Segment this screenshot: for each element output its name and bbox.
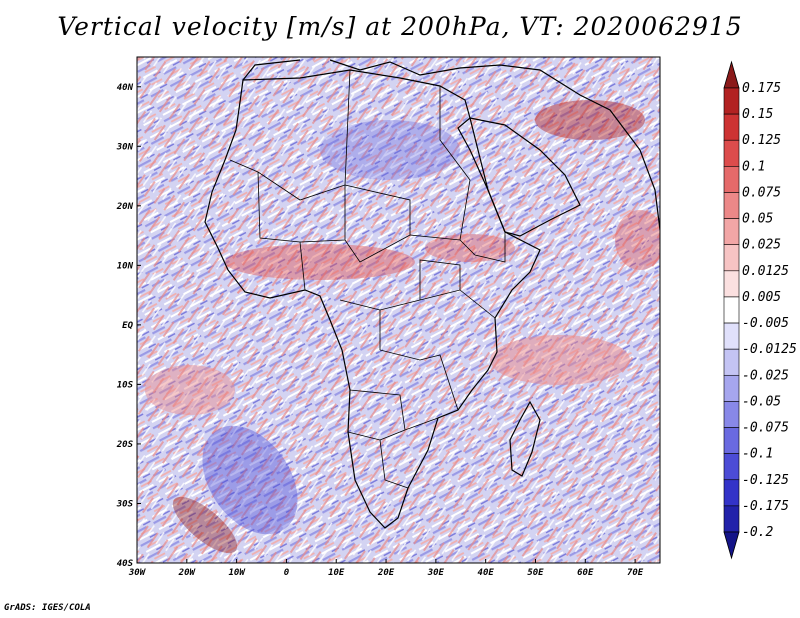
colorbar-segment xyxy=(723,348,740,376)
lat-tick-label: 30S xyxy=(116,499,134,509)
colorbar-segment xyxy=(723,244,740,272)
madagascar-coastline xyxy=(509,400,541,477)
colorbar-label: 0.125 xyxy=(742,133,781,148)
lat-tick-label: 20S xyxy=(116,440,134,450)
colorbar-segment xyxy=(723,139,740,167)
lat-tick-label: 20N xyxy=(116,202,134,212)
map-frame xyxy=(136,56,661,564)
lon-tick-label: 10W xyxy=(228,568,246,578)
lon-tick-label: 0 xyxy=(284,568,290,578)
colorbar-label: 0.15 xyxy=(742,107,773,122)
colorbar-top-arrow xyxy=(723,60,740,89)
colorbar-segment xyxy=(723,87,740,115)
map-plot-area xyxy=(137,57,660,563)
colorbar-label: -0.075 xyxy=(742,421,789,436)
colorbar-segment xyxy=(723,322,740,350)
sahel-updraft-band xyxy=(225,244,415,280)
colorbar-segment xyxy=(723,218,740,246)
sahara-downdraft xyxy=(320,120,460,180)
lon-tick-label: 30W xyxy=(128,568,147,578)
colorbar: 0.175 0.15 0.125 0.1 0.075 0.05 0.025 0.0125 0.0… xyxy=(723,60,797,560)
latitude-axis: 40N 30N 20N 10N EQ 10S 20S 30S 40S xyxy=(116,83,141,569)
lon-tick-label: 40E xyxy=(478,568,495,578)
colorbar-label: 0.0125 xyxy=(742,264,789,279)
lon-tick-label: 30E xyxy=(427,568,445,578)
colorbar-segment xyxy=(723,453,740,481)
iran-updraft xyxy=(535,100,645,140)
colorbar-label: 0.025 xyxy=(742,238,781,253)
lon-tick-label: 10E xyxy=(328,568,345,578)
colorbar-label: -0.2 xyxy=(742,525,773,540)
lon-tick-label: 20W xyxy=(178,568,197,578)
lon-tick-label: 20E xyxy=(377,568,395,578)
country-borders xyxy=(229,69,506,489)
colorbar-label: -0.1 xyxy=(742,447,773,462)
colorbar-label: -0.025 xyxy=(742,368,789,383)
colorbar-segment xyxy=(723,427,740,454)
colorbar-label: 0.1 xyxy=(742,159,765,174)
lat-tick-label: 40N xyxy=(117,83,134,93)
lon-tick-label: 70E xyxy=(627,568,644,578)
colorbar-bottom-arrow xyxy=(723,531,740,560)
indian-ocean-updraft xyxy=(490,335,630,385)
grads-credit: GrADS: IGES/COLA xyxy=(4,603,91,613)
lat-tick-label: EQ xyxy=(122,321,133,331)
lon-tick-label: 60E xyxy=(577,568,594,578)
europe-asia-coastline xyxy=(242,59,660,231)
arabian-sea-updraft xyxy=(615,210,660,270)
colorbar-segment xyxy=(723,401,740,428)
south-atlantic-downdraft xyxy=(202,425,298,535)
velocity-field-overlay xyxy=(137,57,660,563)
lat-tick-label: 40S xyxy=(117,559,134,569)
colorbar-segment xyxy=(723,374,740,402)
colorbar-label: -0.0125 xyxy=(742,342,797,357)
colorbar-label: -0.005 xyxy=(742,316,789,331)
south-atlantic-updraft xyxy=(172,496,238,554)
lat-tick-label: 10N xyxy=(117,261,134,271)
colorbar-segment xyxy=(723,270,740,298)
colorbar-segment xyxy=(723,166,740,193)
atlantic-updraft xyxy=(145,365,235,415)
colorbar-label: 0.075 xyxy=(742,185,781,200)
longitude-axis: 30W 20W 10W 0 10E 20E 30E 40E 50E 60E 70E xyxy=(128,559,644,578)
colorbar-label: 0.175 xyxy=(742,81,781,96)
colorbar-segment xyxy=(723,192,740,219)
colorbar-label: -0.175 xyxy=(742,499,789,514)
colorbar-label: -0.125 xyxy=(742,473,789,488)
arabia-coastline xyxy=(469,117,581,237)
colorbar-segment xyxy=(723,505,740,533)
colorbar-label: 0.05 xyxy=(742,212,773,227)
colorbar-label: -0.05 xyxy=(742,394,781,409)
lat-tick-label: 30N xyxy=(116,142,134,152)
colorbar-segment xyxy=(723,479,740,507)
colorbar-segment xyxy=(723,296,740,324)
africa-coastline xyxy=(204,69,541,529)
ethiopia-updraft xyxy=(425,234,515,262)
lon-tick-label: 50E xyxy=(527,568,544,578)
map-title: Vertical velocity [m/s] at 200hPa, VT: 2… xyxy=(57,12,743,41)
colorbar-segment xyxy=(723,113,740,141)
colorbar-label: 0.005 xyxy=(742,290,781,305)
lat-tick-label: 10S xyxy=(117,380,134,390)
